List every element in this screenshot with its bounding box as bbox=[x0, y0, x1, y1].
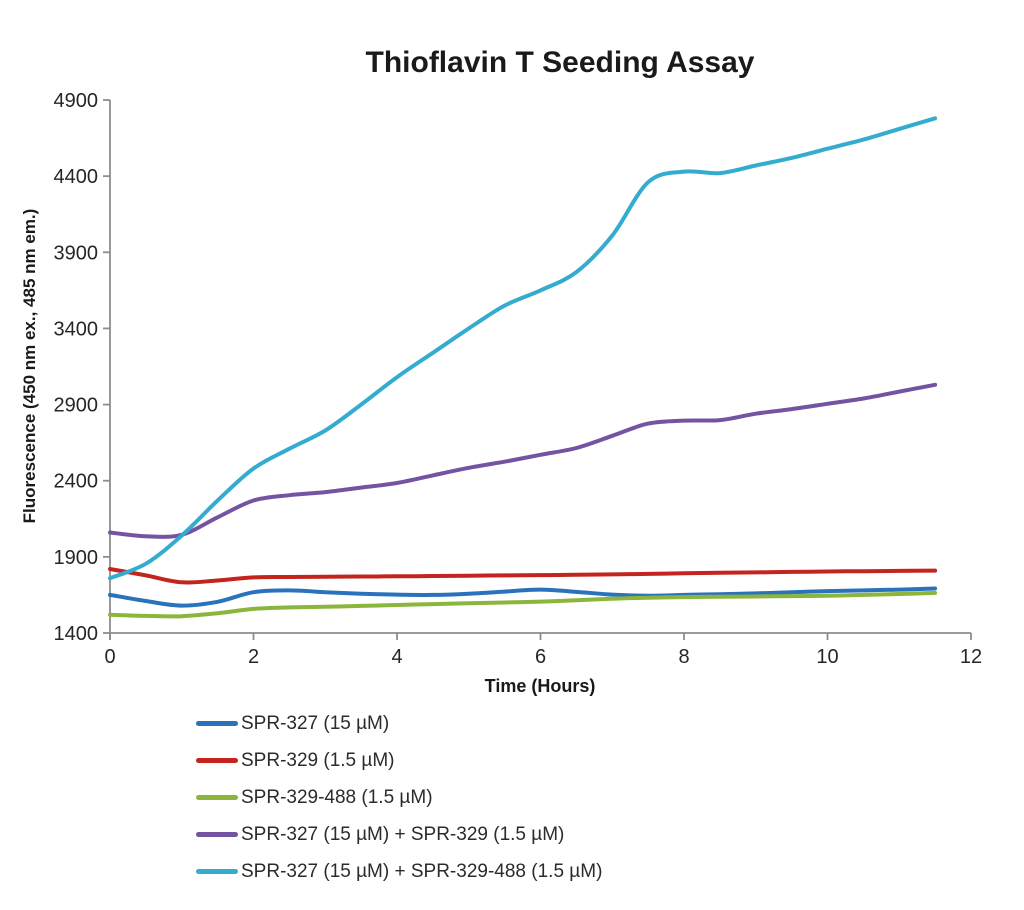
y-tick-label: 3400 bbox=[54, 318, 99, 340]
series-line-2 bbox=[108, 590, 938, 619]
y-tick-label: 1900 bbox=[54, 547, 99, 569]
x-tick-label: 4 bbox=[391, 646, 402, 668]
legend-item: SPR-327 (15 µM) + SPR-329 (1.5 µM) bbox=[196, 816, 602, 853]
legend-label: SPR-329-488 (1.5 µM) bbox=[241, 786, 433, 808]
x-tick-label: 2 bbox=[248, 646, 259, 668]
x-tick-label: 10 bbox=[816, 646, 838, 668]
y-tick-label: 3900 bbox=[54, 242, 99, 264]
y-tick-label: 1400 bbox=[54, 623, 99, 645]
series-line-4 bbox=[108, 116, 938, 581]
x-tick-label: 6 bbox=[535, 646, 546, 668]
series-line-3 bbox=[108, 382, 938, 539]
legend-label: SPR-329 (1.5 µM) bbox=[241, 749, 395, 771]
legend-swatch bbox=[196, 758, 238, 763]
legend-item: SPR-329 (1.5 µM) bbox=[196, 742, 602, 779]
legend-label: SPR-327 (15 µM) + SPR-329-488 (1.5 µM) bbox=[241, 860, 603, 882]
series-line-0 bbox=[108, 586, 938, 608]
legend-swatch bbox=[196, 795, 238, 800]
legend-swatch bbox=[196, 869, 238, 874]
legend-label: SPR-327 (15 µM) + SPR-329 (1.5 µM) bbox=[241, 823, 565, 845]
legend-swatch bbox=[196, 721, 238, 726]
legend-item: SPR-327 (15 µM) bbox=[196, 705, 602, 742]
legend: SPR-327 (15 µM) SPR-329 (1.5 µM) SPR-329-4… bbox=[196, 705, 602, 890]
y-tick-label: 2900 bbox=[54, 395, 99, 417]
chart-title: Thioflavin T Seeding Assay bbox=[365, 46, 755, 79]
x-tick-label: 12 bbox=[960, 646, 982, 668]
legend-label: SPR-327 (15 µM) bbox=[241, 712, 390, 734]
legend-swatch bbox=[196, 832, 238, 837]
y-tick-label: 4400 bbox=[54, 166, 99, 188]
x-tick-label: 8 bbox=[678, 646, 689, 668]
y-tick-label: 4900 bbox=[54, 90, 99, 112]
x-tick-label: 0 bbox=[104, 646, 115, 668]
series-line-1 bbox=[108, 567, 938, 585]
x-axis-title: Time (Hours) bbox=[484, 676, 596, 696]
legend-item: SPR-329-488 (1.5 µM) bbox=[196, 779, 602, 816]
legend-item: SPR-327 (15 µM) + SPR-329-488 (1.5 µM) bbox=[196, 853, 602, 890]
y-tick-label: 2400 bbox=[54, 471, 99, 493]
